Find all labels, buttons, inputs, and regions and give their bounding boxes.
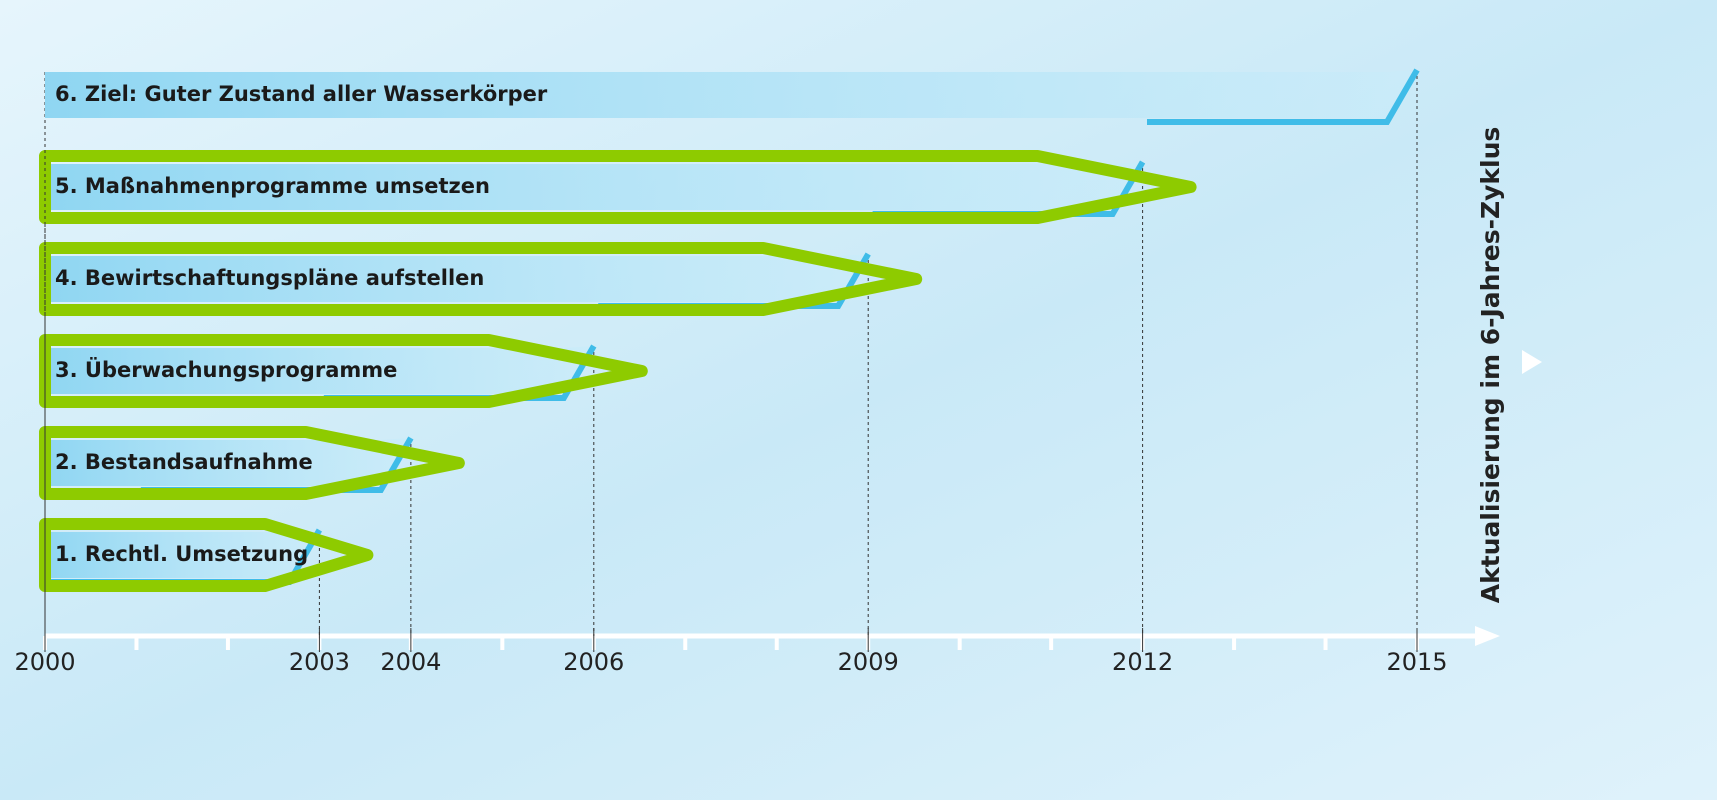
year-label: 2009 (838, 648, 899, 676)
timeline-diagram: Aktualisierung im 6-Jahres-Zyklus 2000 20… (0, 0, 1717, 800)
year-label: 2000 (14, 648, 75, 676)
year-label: 2003 (289, 648, 350, 676)
phase-label: 5. Maßnahmenprogramme umsetzen (55, 174, 490, 198)
phase-label: 1. Rechtl. Umsetzung (55, 542, 308, 566)
side-label: Aktualisierung im 6-Jahres-Zyklus (1476, 127, 1505, 604)
phase-label: 4. Bewirtschaftungspläne aufstellen (55, 266, 484, 290)
year-label: 2004 (380, 648, 441, 676)
phase-label: 3. Überwachungsprogramme (55, 357, 397, 382)
year-label: 2015 (1386, 648, 1447, 676)
phase-label: 6. Ziel: Guter Zustand aller Wasserkörpe… (55, 82, 548, 106)
year-label: 2012 (1112, 648, 1173, 676)
phase-label: 2. Bestandsaufnahme (55, 450, 313, 474)
year-label: 2006 (563, 648, 624, 676)
